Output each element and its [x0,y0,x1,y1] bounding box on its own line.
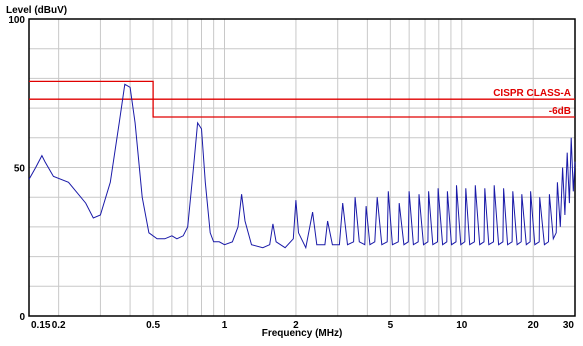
x-axis-label: Frequency (MHz) [262,328,343,339]
x-tick-label: 1 [222,320,228,331]
x-tick-label: 0.15 [31,320,51,331]
y-tick-label: 100 [8,15,25,26]
x-tick-label: 20 [528,320,540,331]
limit-lines: CISPR CLASS-A -6dB [29,80,575,118]
y-tick-label: 0 [19,312,25,323]
x-tick-label: 5 [388,320,394,331]
y-axis-label: Level (dBuV) [6,5,67,16]
series-line [28,83,576,250]
x-tick-label: 2 [293,320,299,331]
y-tick-label: 50 [14,164,26,175]
y-tick-labels: 0 50 100 [8,15,25,323]
x-tick-label: 10 [456,320,468,331]
x-tick-label: 30 [563,320,575,331]
limit-line [29,98,575,118]
limit-label: CISPR CLASS-A [493,88,571,99]
x-tick-label: 0.5 [146,320,160,331]
limit-label: -6dB [549,106,571,117]
series-lines [28,83,576,250]
limit-line [29,80,575,100]
x-tick-labels: 0.15 0.2 0.5 1 2 5 10 20 30 [31,320,574,331]
x-tick-label: 0.2 [52,320,66,331]
grid [29,19,576,316]
